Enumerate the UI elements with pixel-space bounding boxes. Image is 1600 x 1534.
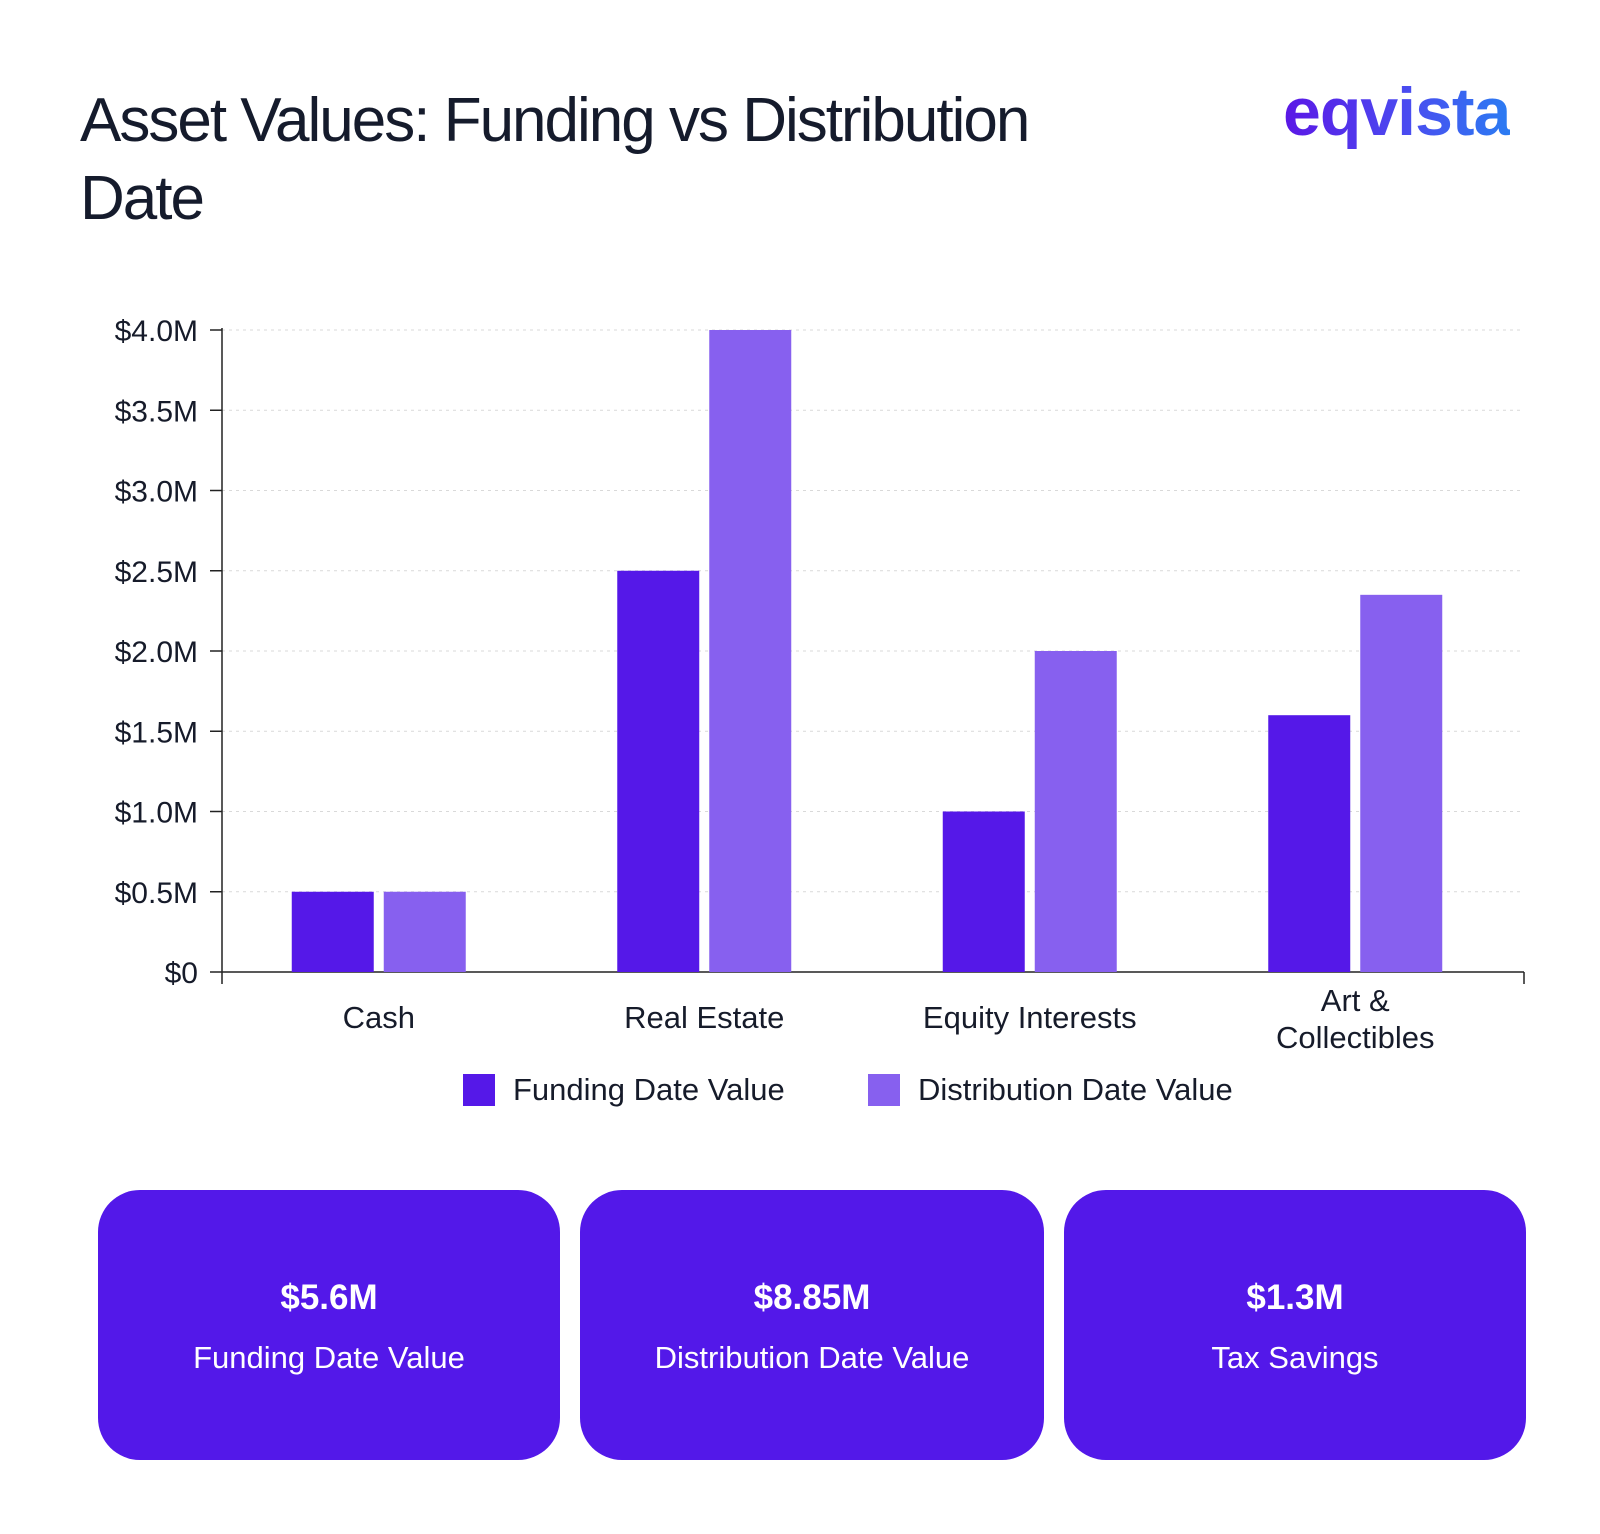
bar-funding: [617, 570, 700, 972]
bar-chart-svg: $0 $0.5M $1.0M $1.5M $2.0M $2.5M $3.0M $3.5M $4.…: [115, 315, 1525, 1055]
legend-swatch-funding: [463, 1074, 495, 1106]
y-tick-label: $0.5M: [115, 877, 198, 910]
y-tick-label: $3.5M: [115, 395, 198, 428]
x-tick-label: Collectibles: [1276, 1020, 1435, 1055]
summary-card-label: Funding Date Value: [193, 1340, 465, 1375]
summary-card-value: $5.6M: [280, 1278, 378, 1317]
summary-cards: $5.6M Funding Date Value $8.85M Distribu…: [0, 1190, 1600, 1460]
summary-card-value: $8.85M: [753, 1278, 871, 1317]
legend-item-funding: Funding Date Value: [463, 1072, 785, 1108]
summary-card-label: Distribution Date Value: [654, 1340, 970, 1375]
x-tick-label: Art &: [1321, 983, 1390, 1018]
bar-distribution: [709, 330, 792, 972]
legend-label-distribution: Distribution Date Value: [918, 1072, 1233, 1107]
x-tick-label: Cash: [343, 1000, 415, 1035]
summary-card-distribution: $8.85M Distribution Date Value: [580, 1190, 1044, 1460]
y-tick-label: $0: [165, 957, 198, 990]
summary-card-value: $1.3M: [1246, 1278, 1344, 1317]
bar-distribution: [383, 891, 466, 972]
y-tick-label: $2.0M: [115, 636, 198, 669]
summary-card-tax-savings: $1.3M Tax Savings: [1064, 1190, 1526, 1460]
bar-funding: [1268, 715, 1351, 972]
bar-distribution: [1360, 594, 1443, 972]
bar-distribution: [1034, 651, 1117, 972]
y-tick-label: $3.0M: [115, 476, 198, 509]
legend-label-funding: Funding Date Value: [513, 1072, 785, 1107]
chart-title: Asset Values: Funding vs Distribution Da…: [80, 86, 1030, 233]
bar-funding: [291, 891, 374, 972]
summary-card-funding: $5.6M Funding Date Value: [98, 1190, 560, 1460]
bar-funding: [942, 811, 1025, 972]
y-tick-label: $1.0M: [115, 797, 198, 830]
bar-chart: $0 $0.5M $1.0M $1.5M $2.0M $2.5M $3.0M $3.5M $4.…: [115, 315, 1525, 1055]
chart-legend: Funding Date Value Distribution Date Val…: [0, 1072, 1600, 1112]
eqvista-logo: eqvista: [1283, 74, 1511, 150]
y-tick-label: $2.5M: [115, 556, 198, 589]
y-tick-label: $4.0M: [115, 315, 198, 348]
summary-card-label: Tax Savings: [1211, 1340, 1379, 1375]
y-tick-label: $1.5M: [115, 716, 198, 749]
legend-swatch-distribution: [868, 1074, 900, 1106]
legend-item-distribution: Distribution Date Value: [868, 1072, 1233, 1108]
x-tick-label: Equity Interests: [923, 1000, 1137, 1035]
x-tick-label: Real Estate: [624, 1000, 784, 1035]
